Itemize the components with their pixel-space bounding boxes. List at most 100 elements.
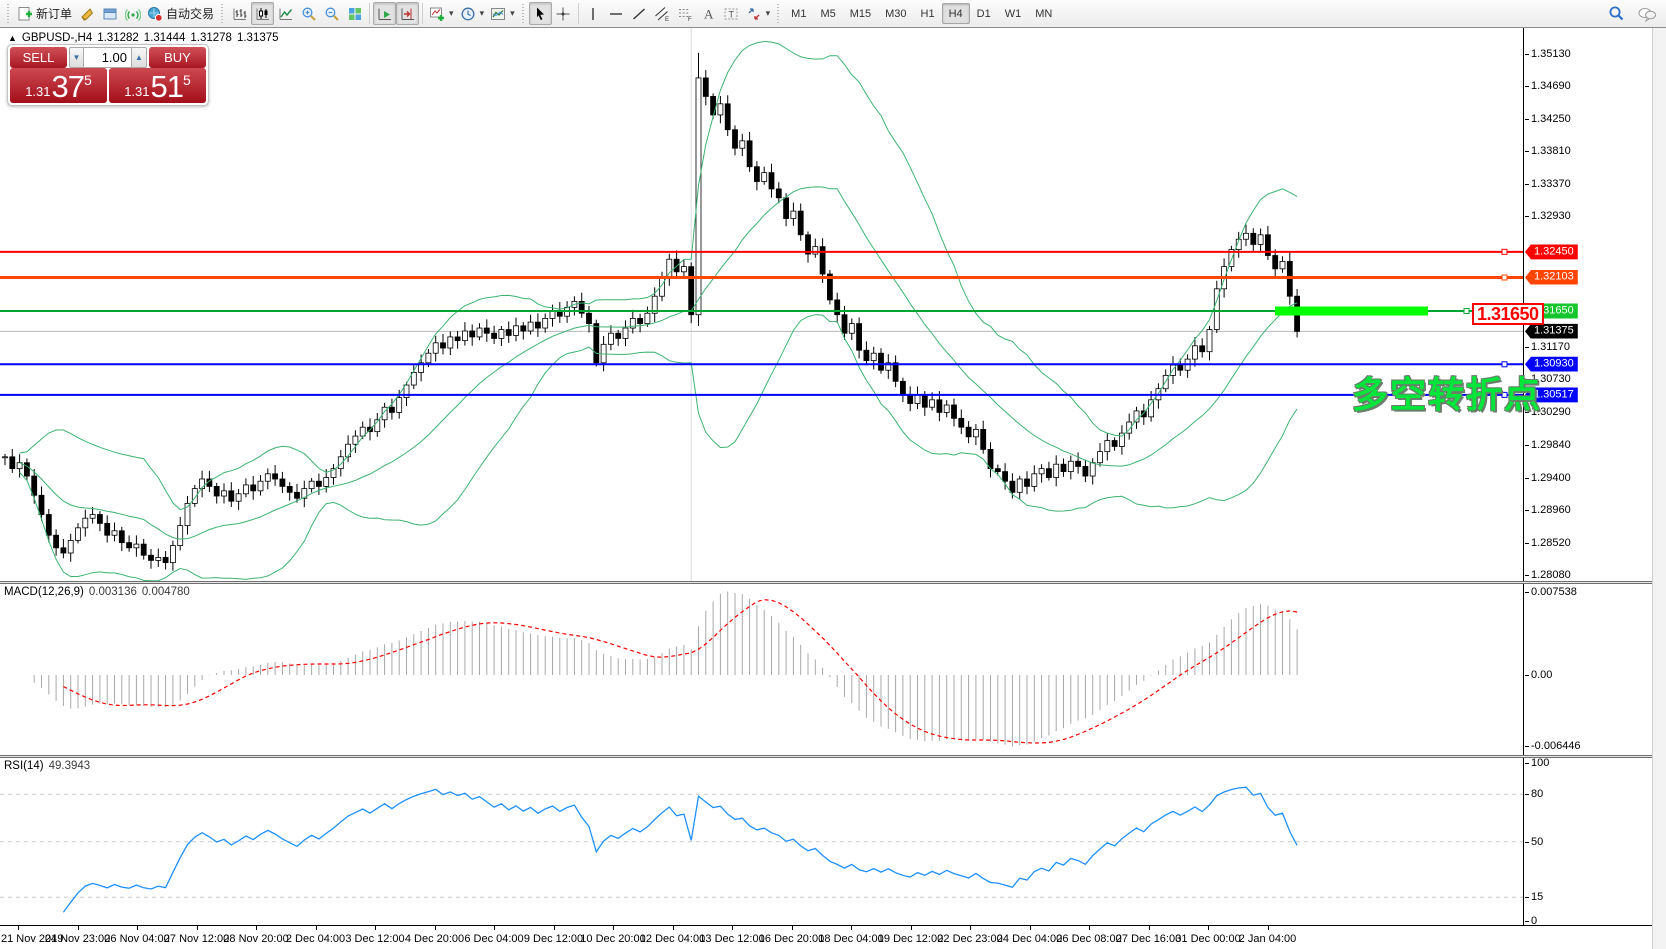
buy-price-button[interactable]: 1.31 51 5 (109, 68, 206, 103)
level-price-label[interactable]: 1.31650 (1472, 303, 1544, 325)
panel-splitter[interactable] (0, 581, 1652, 584)
time-tick-label: 24 Nov 23:00 (44, 933, 111, 945)
price-tick-label: 1.34690 (1525, 80, 1571, 93)
sell-price-big: 37 (51, 69, 85, 104)
right-scroll-strip[interactable] (1652, 28, 1666, 949)
time-tick-label: 12 Dec 04:00 (639, 933, 706, 945)
macd-main-value: 0.003136 (88, 586, 137, 598)
zoom-out-button[interactable] (320, 2, 343, 25)
chat-button[interactable] (1634, 2, 1660, 25)
autotrading-button[interactable]: 自动交易 (144, 2, 217, 25)
tf-button-d1[interactable]: D1 (976, 7, 991, 20)
styler-button[interactable] (75, 2, 98, 25)
templates-button[interactable]: ▾ (487, 2, 518, 25)
new-order-icon (17, 6, 33, 22)
toolbar: 新订单 自动交易 (0, 0, 1666, 28)
price-chart[interactable] (0, 28, 1523, 581)
horizontal-line-button[interactable] (605, 2, 628, 25)
cursor-button[interactable] (528, 2, 552, 25)
terminal-window-icon (102, 6, 118, 22)
toolbar-grip[interactable] (520, 3, 526, 24)
tf-button-m1[interactable]: M1 (791, 7, 807, 20)
buy-button[interactable]: BUY (149, 47, 206, 68)
sell-button[interactable]: SELL (10, 47, 67, 68)
time-tick (1208, 926, 1209, 930)
cursor-icon (532, 6, 548, 22)
sell-price-button[interactable]: 1.31 37 5 (10, 68, 107, 103)
ohlc-open: 1.31282 (97, 32, 139, 44)
time-tick-label: 6 Dec 04:00 (464, 933, 524, 945)
zoom-in-button[interactable] (297, 2, 320, 25)
periods-button[interactable]: ▾ (457, 2, 488, 25)
indicators-button[interactable]: ▾ (426, 2, 457, 25)
tf-button-m30[interactable]: M30 (885, 7, 907, 20)
zoom-out-icon (324, 6, 340, 22)
tf-button-m5[interactable]: M5 (820, 7, 836, 20)
crosshair-button[interactable] (552, 2, 575, 25)
time-tick (910, 926, 912, 930)
rsi-axis[interactable]: 100 80 50 15 0 (1523, 757, 1652, 927)
time-tick-label: 26 Nov 04:00 (104, 933, 170, 945)
arrows-button[interactable]: ▾ (743, 2, 774, 25)
chart-shift-button[interactable] (396, 2, 420, 25)
time-tick-label: 26 Dec 08:00 (1056, 933, 1122, 945)
signals-button[interactable] (121, 2, 144, 25)
volume-increase-button[interactable]: ▲ (132, 47, 147, 68)
auto-scroll-button[interactable] (373, 2, 397, 25)
macd-axis[interactable]: 0.007538 0.00 -0.006446 (1523, 584, 1652, 755)
buy-price-big: 51 (150, 69, 184, 104)
rsi-tick-label: 15 (1524, 891, 1544, 904)
price-tick-label: 1.29400 (1525, 471, 1571, 484)
candlestick-chart-button[interactable] (251, 2, 275, 25)
toolbar-grip[interactable] (6, 3, 11, 24)
tf-button-h1[interactable]: H1 (920, 7, 935, 20)
volume-stepper: ▼ ▲ (69, 47, 147, 68)
time-axis[interactable]: 21 Nov 2019 24 Nov 23:00 26 Nov 04:00 27 No… (0, 925, 1652, 949)
time-tick (851, 926, 852, 930)
collapse-panel-icon[interactable]: ▲ (8, 33, 17, 43)
dropdown-caret-icon: ▾ (510, 8, 515, 18)
search-button[interactable] (1605, 2, 1628, 25)
rsi-value: 49.3943 (48, 760, 91, 772)
macd-name: MACD(12,26,9) (4, 586, 84, 598)
bar-chart-button[interactable] (228, 2, 251, 25)
terminal-button[interactable] (98, 2, 121, 25)
svg-text:E: E (665, 17, 669, 22)
chart-workspace: 1.35130 1.34690 1.34250 1.33810 1.33370 1.329… (0, 28, 1666, 949)
time-tick-label: 3 Dec 12:00 (345, 933, 405, 945)
dropdown-caret-icon: ▾ (479, 8, 485, 18)
volume-decrease-button[interactable]: ▼ (69, 47, 84, 68)
macd-chart[interactable] (0, 584, 1523, 755)
channel-button[interactable]: E (651, 2, 674, 25)
tf-button-h4[interactable]: H4 (941, 3, 970, 24)
buy-price-prefix: 1.31 (124, 84, 150, 99)
panel-splitter[interactable] (0, 755, 1652, 758)
time-tick-label: 19 Dec 12:00 (877, 933, 944, 945)
macd-panel: 0.007538 0.00 -0.006446 MACD(12,26,9) 0.00… (0, 584, 1652, 755)
template-icon (490, 6, 506, 22)
fibonacci-button[interactable]: F (674, 2, 697, 25)
rsi-tick-label: 50 (1524, 835, 1544, 848)
vertical-line-button[interactable] (582, 2, 605, 25)
candlestick-chart-icon (255, 6, 271, 22)
sell-price-prefix: 1.31 (25, 84, 51, 99)
tile-windows-button[interactable] (343, 2, 366, 25)
dropdown-caret-icon: ▾ (449, 8, 454, 18)
rsi-name: RSI(14) (4, 760, 44, 772)
vertical-line-icon (585, 6, 601, 22)
trendline-button[interactable] (628, 2, 651, 25)
toolbar-grip[interactable] (220, 3, 226, 24)
tf-button-mn[interactable]: MN (1035, 7, 1053, 20)
tf-button-m15[interactable]: M15 (849, 7, 872, 20)
line-chart-button[interactable] (274, 2, 297, 25)
toolbar-grip[interactable] (776, 3, 782, 24)
volume-input[interactable] (84, 47, 132, 68)
text-button[interactable]: A (697, 2, 720, 25)
time-tick (77, 926, 79, 930)
tf-button-w1[interactable]: W1 (1004, 7, 1022, 20)
new-order-button[interactable]: 新订单 (14, 2, 75, 25)
rsi-chart[interactable] (0, 758, 1523, 925)
text-label-icon: T (723, 6, 739, 22)
arrows-icon (746, 6, 762, 22)
text-label-button[interactable]: T (720, 2, 743, 25)
